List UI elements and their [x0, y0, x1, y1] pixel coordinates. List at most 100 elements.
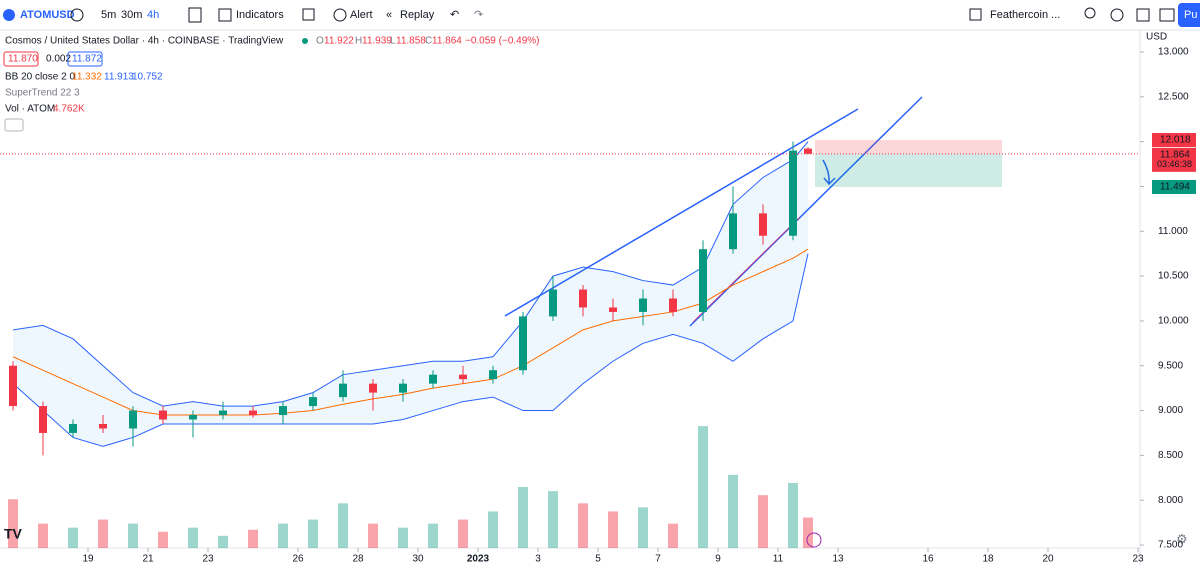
volume-bar: [8, 499, 18, 548]
candle-body: [309, 397, 317, 407]
indicators[interactable]: Indicators: [236, 9, 284, 21]
ask-box[interactable]: [67, 51, 103, 67]
bb-fill: [13, 141, 808, 447]
x-tick-label: 20: [1042, 554, 1054, 565]
add-symbol[interactable]: [70, 8, 84, 22]
candle-body: [639, 298, 647, 312]
ohlc-value: 11.939: [362, 36, 392, 47]
volume-bar: [158, 531, 168, 548]
interval[interactable]: 5m: [101, 9, 116, 21]
chart-type[interactable]: [188, 7, 202, 23]
x-tick-label: 16: [922, 554, 934, 565]
volume-bar: [608, 511, 618, 548]
checkbox[interactable]: [969, 8, 982, 21]
volume-bar: [338, 503, 348, 548]
candle-body: [789, 150, 797, 236]
tv-logo: TV: [4, 526, 23, 542]
volume-bar: [803, 517, 813, 548]
x-tick-label: 18: [982, 554, 994, 565]
bb-basis: [12, 248, 809, 416]
candle-body: [249, 410, 257, 416]
bb-label: BB 20 close 2 0: [5, 72, 75, 83]
ohlc-key: C: [425, 36, 432, 47]
target-label: 11.494: [1160, 182, 1190, 193]
volume-bar: [428, 523, 438, 548]
volume-bar: [68, 527, 78, 548]
bb-lower: [12, 253, 809, 447]
snapshot[interactable]: [1159, 8, 1175, 22]
interval[interactable]: 4h: [147, 9, 159, 21]
trend-line[interactable]: [692, 216, 801, 323]
interval[interactable]: 30m: [121, 9, 142, 21]
x-tick-label: 26: [292, 554, 304, 565]
vol-label: Vol · ATOM: [5, 104, 55, 115]
events-icon[interactable]: [806, 532, 822, 548]
arrow[interactable]: [822, 159, 836, 186]
axis-settings[interactable]: ⚙: [1176, 531, 1188, 546]
candle-body: [69, 423, 77, 433]
legend-title: Cosmos / United States Dollar · 4h · COI…: [5, 36, 284, 47]
x-tick-label: 3: [535, 554, 541, 565]
vol-value: 4.762K: [53, 104, 85, 115]
x-tick-label: 21: [142, 554, 154, 565]
ohlc-key: H: [355, 36, 362, 47]
stop-label: 12.018: [1160, 135, 1191, 146]
replay-icon: «: [386, 9, 392, 21]
currency[interactable]: USD: [1146, 32, 1167, 43]
fullscreen[interactable]: [1136, 8, 1150, 22]
stop-tag: [1152, 133, 1196, 148]
redo[interactable]: ↷: [474, 9, 483, 21]
alert[interactable]: Alert: [350, 9, 373, 21]
x-tick-label: 9: [715, 554, 721, 565]
candle-body: [189, 415, 197, 420]
volume-bar: [698, 426, 708, 548]
ohlc-key: L: [390, 36, 396, 47]
x-tick-label: 30: [412, 554, 424, 565]
volume-bar: [308, 519, 318, 548]
settings[interactable]: [1110, 8, 1124, 22]
trend-line[interactable]: [504, 108, 859, 317]
bb-upper: [12, 141, 809, 407]
candle-body: [39, 406, 47, 433]
candle-body: [339, 383, 347, 398]
collapse-legend[interactable]: [4, 118, 24, 132]
entry-label: 11.864: [1160, 149, 1190, 160]
y-tick-label: 9.000: [1158, 405, 1183, 416]
stop-zone: [815, 140, 1002, 154]
x-tick-label: 5: [595, 554, 601, 565]
volume-bar: [278, 523, 288, 548]
target-tag: [1152, 179, 1196, 194]
target-zone: [815, 153, 1002, 187]
candle-body: [804, 148, 812, 154]
publish[interactable]: Pu: [1184, 9, 1197, 21]
publish-button[interactable]: [1178, 3, 1200, 27]
undo[interactable]: ↶: [450, 9, 459, 21]
y-tick-label: 11.000: [1158, 226, 1188, 237]
ohlc-value: 11.922: [324, 36, 354, 47]
supertrend-label: SuperTrend 22 3: [5, 88, 80, 99]
volume-bar: [668, 523, 678, 548]
toolbar: [0, 0, 1200, 30]
ohlc-key: O: [316, 36, 324, 47]
x-tick-label: 11: [773, 554, 784, 565]
y-tick-label: 9.500: [1158, 360, 1183, 371]
symbol[interactable]: ATOMUSD: [20, 9, 75, 21]
bid-box[interactable]: [3, 51, 39, 67]
candle-body: [759, 213, 767, 236]
search[interactable]: [1084, 7, 1096, 19]
indicators-icon[interactable]: [218, 8, 232, 22]
layouts[interactable]: [302, 8, 315, 21]
y-tick-label: 8.500: [1158, 450, 1183, 461]
candle-body: [129, 410, 137, 429]
candle-body: [369, 383, 377, 393]
candle-body: [669, 298, 677, 312]
symbol-icon: [3, 9, 15, 21]
candle-body: [579, 289, 587, 308]
volume-bar: [128, 523, 138, 548]
candle-body: [99, 423, 107, 429]
watchlist[interactable]: Feathercoin ...: [990, 9, 1060, 21]
replay[interactable]: Replay: [400, 9, 435, 21]
alert-icon[interactable]: [333, 8, 347, 22]
candle-body: [219, 410, 227, 416]
